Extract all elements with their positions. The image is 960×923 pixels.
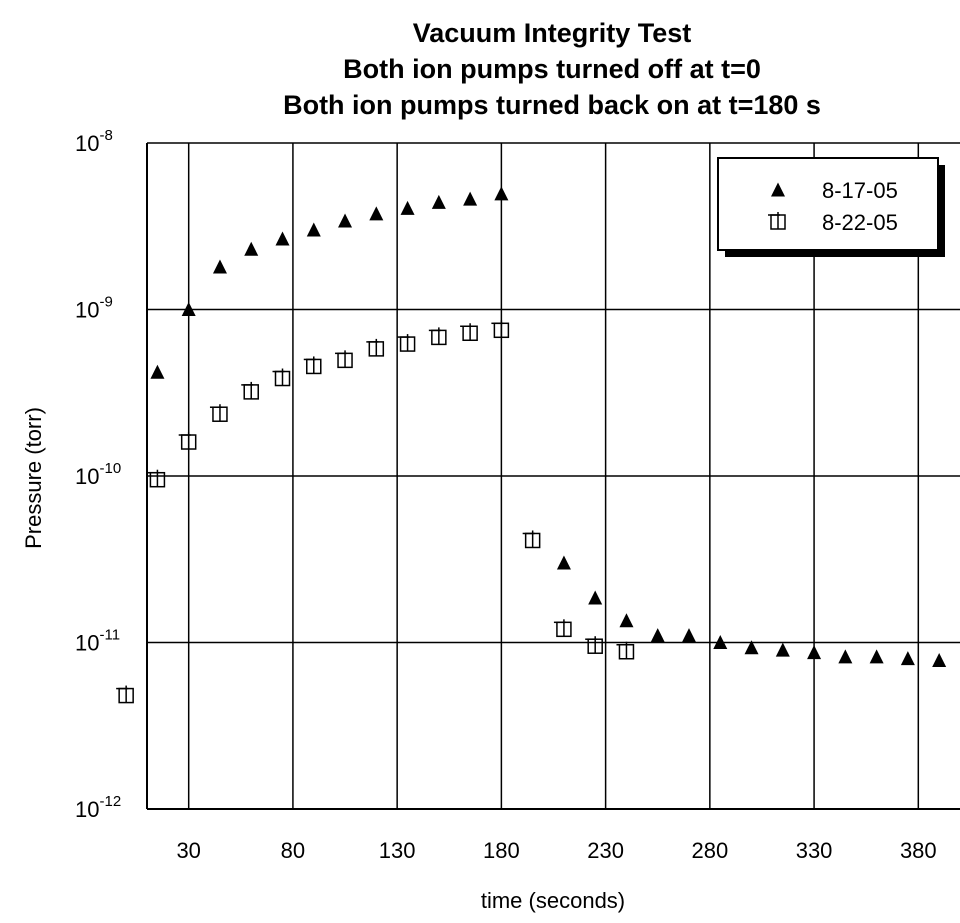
data-point	[775, 642, 790, 657]
data-point	[619, 613, 634, 628]
data-point	[494, 186, 509, 201]
y-tick-label: 10-12	[75, 793, 121, 822]
x-tick-label: 380	[900, 838, 937, 863]
chart-title-line-1: Vacuum Integrity Test	[413, 18, 692, 48]
chart-title-line-2: Both ion pumps turned off at t=0	[343, 54, 761, 84]
data-point	[650, 628, 665, 643]
data-point	[178, 432, 197, 450]
data-point	[366, 338, 385, 357]
data-point	[460, 323, 478, 342]
data-point	[838, 649, 853, 664]
x-tick-label: 280	[691, 838, 728, 863]
data-point	[553, 619, 572, 638]
data-point	[181, 302, 196, 316]
data-point	[616, 641, 635, 660]
legend-marker	[768, 212, 786, 230]
series-8-22-05	[116, 320, 635, 704]
data-point	[428, 327, 447, 346]
x-tick-label: 180	[483, 838, 520, 863]
x-tick-label: 130	[379, 838, 416, 863]
data-point	[212, 259, 227, 274]
data-markers	[116, 186, 947, 704]
data-point	[713, 635, 728, 649]
y-tick-label: 10-8	[75, 127, 113, 156]
series-8-17-05	[150, 186, 947, 667]
legend-box	[717, 157, 939, 251]
data-point	[275, 231, 290, 246]
data-point	[431, 194, 446, 209]
chart-title: Vacuum Integrity Test Both ion pumps tur…	[283, 18, 821, 120]
data-point	[682, 628, 696, 643]
data-point	[209, 404, 228, 422]
data-point	[744, 640, 759, 655]
data-point	[869, 649, 884, 664]
data-point	[369, 206, 384, 221]
data-point	[400, 200, 415, 215]
data-point	[241, 381, 259, 400]
legend-label: 8-17-05	[822, 178, 898, 203]
data-point	[150, 364, 165, 379]
data-point	[585, 636, 603, 654]
data-point	[491, 320, 510, 339]
data-point	[522, 530, 541, 549]
x-tick-label: 30	[176, 838, 200, 863]
x-tick-labels: 30 80 130 180 230 280 330 380	[176, 838, 936, 863]
data-point	[306, 222, 321, 237]
data-point	[335, 350, 353, 369]
data-point	[116, 685, 134, 704]
x-tick-label: 80	[281, 838, 305, 863]
data-point	[900, 651, 915, 666]
data-point	[147, 469, 166, 488]
data-point	[556, 555, 571, 570]
x-tick-label: 330	[796, 838, 833, 863]
y-tick-labels: 10-12 10-11 10-10 10-9 10-8	[75, 127, 121, 822]
y-tick-label: 10-11	[75, 627, 120, 656]
y-axis-label: Pressure (torr)	[21, 407, 46, 549]
data-point	[463, 191, 478, 206]
legend: 8-17-05 8-22-05	[717, 157, 945, 257]
legend-marker	[771, 182, 785, 197]
y-tick-label: 10-10	[75, 460, 121, 489]
x-axis-label: time (seconds)	[481, 888, 625, 913]
data-point	[807, 645, 822, 660]
chart-title-line-3: Both ion pumps turned back on at t=180 s	[283, 90, 821, 120]
data-point	[338, 213, 353, 228]
data-point	[303, 356, 322, 375]
legend-label: 8-22-05	[822, 210, 898, 235]
data-point	[397, 334, 416, 352]
data-point	[244, 241, 259, 256]
y-tick-label: 10-9	[75, 294, 113, 323]
x-tick-label: 230	[587, 838, 624, 863]
data-point	[272, 368, 291, 387]
data-point	[932, 652, 947, 667]
data-point	[588, 590, 603, 605]
